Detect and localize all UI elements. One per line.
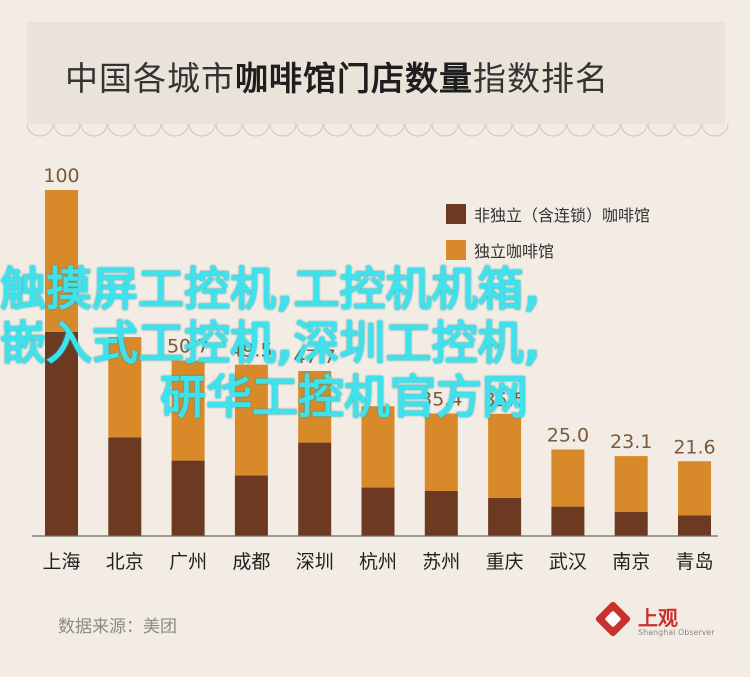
legend-swatch-independent [446, 240, 466, 260]
legend-label-independent: 独立咖啡馆 [474, 242, 555, 261]
value-label-6: 35.4 [420, 389, 462, 411]
value-label-4: 47.7 [294, 346, 336, 368]
awning-scallop [53, 123, 81, 137]
bar-chain-2 [171, 460, 205, 536]
awning-scallop [323, 123, 351, 137]
value-label-3: 49.5 [230, 340, 272, 362]
awning-scallop [26, 123, 54, 137]
value-label-7: 35.5 [483, 389, 525, 411]
watermark-line-2: 嵌入式工控机,深圳工控机, [0, 316, 541, 370]
category-label-7: 重庆 [486, 551, 524, 573]
title-part-2: 咖啡馆门店数量 [235, 59, 473, 98]
watermark-line-1: 触摸屏工控机,工控机机箱, [0, 262, 541, 316]
legend-item-independent: 独立咖啡馆 [446, 238, 650, 262]
bar-independent-8 [551, 449, 585, 507]
awning-scallop [215, 123, 243, 137]
awning-scallop [593, 123, 621, 137]
category-label-0: 上海 [42, 551, 80, 573]
category-label-6: 苏州 [422, 551, 460, 573]
title-part-3: 指数排名 [473, 59, 609, 98]
value-label-2: 50.7 [167, 336, 209, 358]
bar-independent-9 [614, 456, 648, 512]
watermark-line-3: 研华工控机官方网 [160, 370, 528, 424]
logo-diamond-icon [594, 600, 632, 638]
title-part-1: 中国各城市 [65, 59, 235, 98]
bar-chain-9 [614, 511, 648, 536]
awning-scallop [566, 123, 594, 137]
legend-swatch-chain [446, 204, 466, 224]
value-label-9: 23.1 [610, 431, 652, 453]
awning-scallop [485, 123, 513, 137]
awning-scallop [404, 123, 432, 137]
value-label-0: 100 [43, 165, 79, 187]
bar-independent-7 [488, 413, 522, 498]
bar-chain-0 [45, 331, 78, 536]
bar-independent-1 [108, 337, 142, 438]
bar-chain-4 [298, 442, 332, 536]
bar-independent-5 [361, 406, 395, 488]
logo-english: Shanghai Observer [638, 628, 715, 637]
source-note: 数据来源：美团 [58, 617, 177, 637]
category-label-4: 深圳 [296, 551, 334, 573]
awning-scallop [188, 123, 216, 137]
category-label-10: 青岛 [675, 551, 713, 573]
value-label-10: 21.6 [673, 436, 715, 458]
category-label-1: 北京 [106, 551, 144, 573]
category-label-9: 南京 [612, 551, 650, 573]
awning-scallop [80, 123, 108, 137]
category-label-5: 杭州 [359, 551, 397, 573]
bar-independent-4 [298, 370, 332, 443]
awning-scallop [161, 123, 189, 137]
awning-scallop [539, 123, 567, 137]
watermark-overlay: 触摸屏工控机,工控机机箱, 嵌入式工控机,深圳工控机, 研华工控机官方网 [0, 262, 750, 424]
awning-scallop [647, 123, 675, 137]
bar-independent-10 [678, 461, 711, 516]
awning-scallop [458, 123, 486, 137]
awning-scallop [134, 123, 162, 137]
bar-chain-1 [108, 437, 142, 536]
bar-independent-0 [45, 190, 78, 332]
category-label-8: 武汉 [549, 551, 587, 573]
legend-item-chain: 非独立（含连锁）咖啡馆 [446, 202, 650, 226]
awning-scallop [350, 123, 378, 137]
awning-scallop [431, 123, 459, 137]
awning-scallop [107, 123, 135, 137]
awning-scallop [674, 123, 702, 137]
category-label-2: 广州 [169, 551, 207, 573]
bar-chain-8 [551, 506, 585, 536]
bar-chain-3 [234, 475, 268, 536]
awning-scallop [620, 123, 648, 137]
title-bar: 中国各城市咖啡馆门店数量指数排名 [27, 22, 725, 124]
bar-chain-7 [488, 497, 522, 536]
chart-frame: 中国各城市咖啡馆门店数量指数排名 [27, 14, 725, 666]
value-labels-group: 100 50.7 49.5 47.7 35.4 35.5 25.0 23.1 21.6 [43, 165, 715, 458]
bar-chain-10 [678, 515, 711, 536]
value-label-8: 25.0 [547, 425, 589, 447]
awning-scallops [26, 123, 729, 137]
bar-chain-5 [361, 487, 395, 536]
awning-scallop [242, 123, 270, 137]
bar-independent-2 [171, 360, 205, 461]
publisher-logo: 上观 Shanghai Observer [594, 600, 715, 642]
bar-independent-3 [234, 364, 268, 476]
bar-chain-6 [424, 491, 458, 536]
awning-scallop [512, 123, 540, 137]
bar-independent-6 [424, 413, 458, 492]
legend-label-chain: 非独立（含连锁）咖啡馆 [474, 206, 651, 225]
awning-scallop [377, 123, 405, 137]
chart-title: 中国各城市咖啡馆门店数量指数排名 [65, 52, 609, 100]
logo-name: 上观 [638, 606, 678, 630]
category-label-3: 成都 [232, 551, 270, 573]
bars-group [45, 190, 711, 536]
category-labels-group: 上海 北京 广州 成都 深圳 杭州 苏州 重庆 武汉 南京 青岛 [42, 551, 713, 573]
awning-scallop [269, 123, 297, 137]
awning-scallop [296, 123, 324, 137]
legend: 非独立（含连锁）咖啡馆 独立咖啡馆 [446, 202, 650, 274]
awning-scallop [701, 123, 729, 137]
